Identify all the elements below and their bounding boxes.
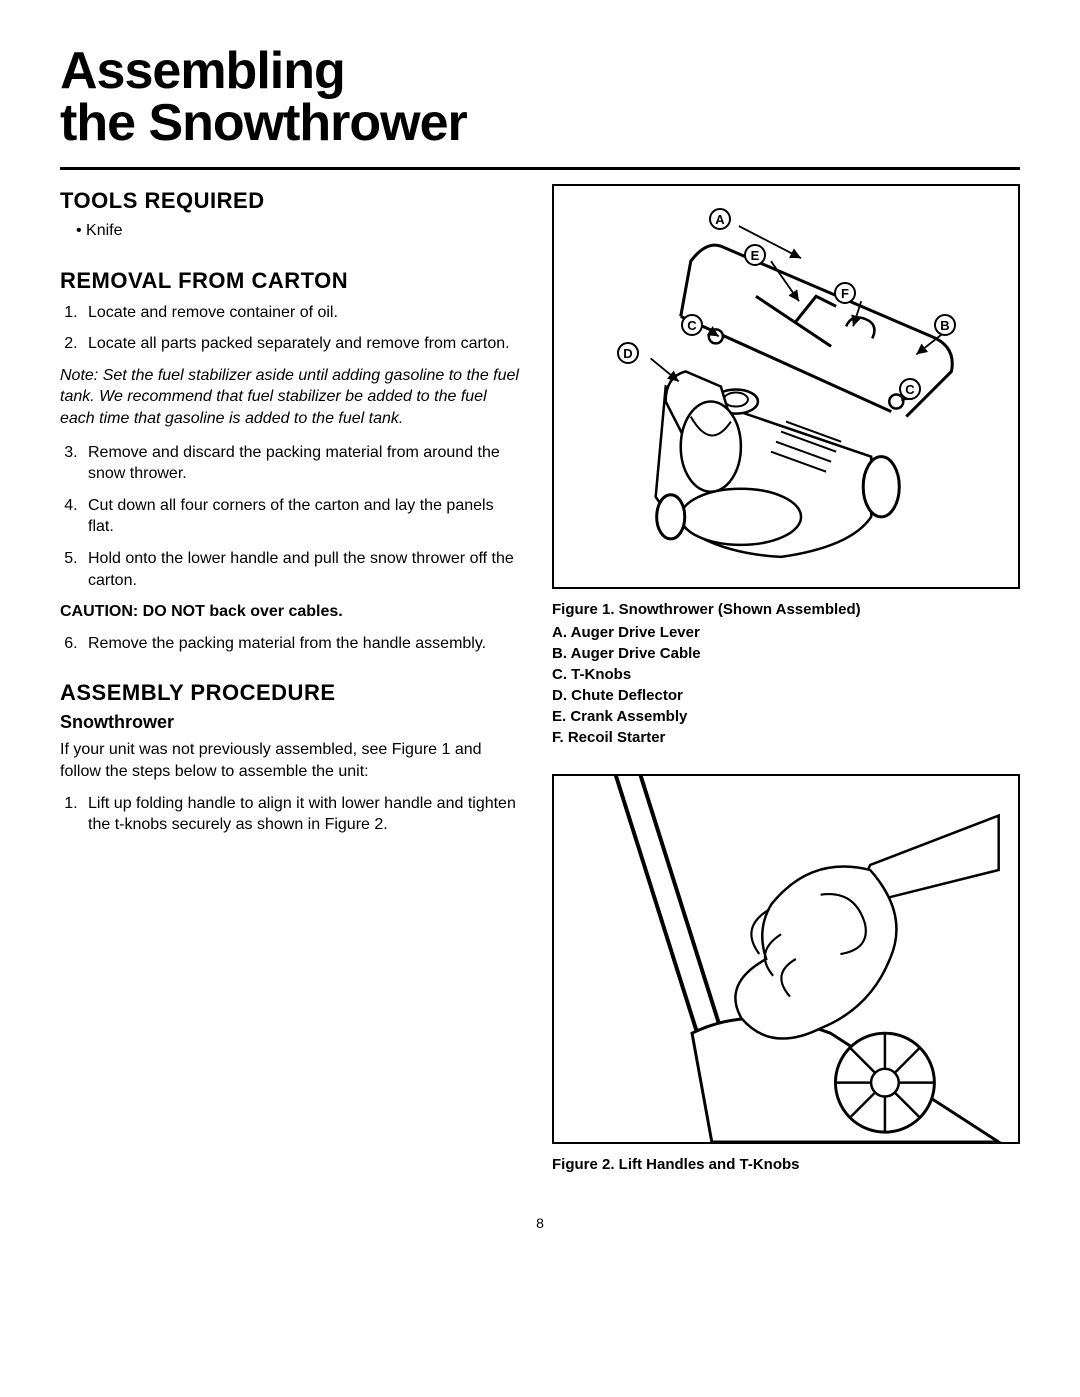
list-item: Locate all parts packed separately and r… (82, 333, 520, 355)
figure-2 (552, 774, 1020, 1144)
figure-1-caption: Figure 1. Snowthrower (Shown Assembled) (552, 599, 1020, 620)
removal-steps-a: Locate and remove container of oil. Loca… (60, 302, 520, 355)
legend-line: E. Crank Assembly (552, 706, 1020, 727)
tools-list: Knife (60, 220, 520, 242)
tools-required-heading: TOOLS REQUIRED (60, 188, 520, 214)
callout-C2: C (899, 378, 921, 400)
list-item: Hold onto the lower handle and pull the … (82, 548, 520, 591)
figure-2-caption-text: Figure 2. Lift Handles and T-Knobs (552, 1154, 1020, 1175)
legend-line: D. Chute Deflector (552, 685, 1020, 706)
assembly-steps: Lift up folding handle to align it with … (60, 793, 520, 836)
removal-steps-b: Remove and discard the packing material … (60, 442, 520, 592)
assembly-subheading: Snowthrower (60, 712, 520, 733)
assembly-heading: ASSEMBLY PROCEDURE (60, 680, 520, 706)
callout-F: F (834, 282, 856, 304)
right-column: A E F B C D C Figure 1. Snowthrower (Sho… (552, 184, 1020, 1175)
list-item: Lift up folding handle to align it with … (82, 793, 520, 836)
legend-line: B. Auger Drive Cable (552, 643, 1020, 664)
legend-line: A. Auger Drive Lever (552, 622, 1020, 643)
callout-E: E (744, 244, 766, 266)
callout-B: B (934, 314, 956, 336)
figure-2-illustration (554, 776, 1018, 1142)
figure-1: A E F B C D C (552, 184, 1020, 589)
removal-steps-c: Remove the packing material from the han… (60, 633, 520, 655)
list-item: Remove and discard the packing material … (82, 442, 520, 485)
figure-2-caption: Figure 2. Lift Handles and T-Knobs (552, 1154, 1020, 1175)
legend-line: C. T-Knobs (552, 664, 1020, 685)
page-title: Assembling the Snowthrower (60, 45, 1020, 149)
removal-caution: CAUTION: DO NOT back over cables. (60, 601, 520, 623)
page-title-line1: Assembling (60, 42, 345, 100)
removal-note: Note: Set the fuel stabilizer aside unti… (60, 365, 520, 430)
callout-A: A (709, 208, 731, 230)
title-rule (60, 167, 1020, 170)
list-item: Cut down all four corners of the carton … (82, 495, 520, 538)
assembly-intro: If your unit was not previously assemble… (60, 739, 520, 782)
callout-C1: C (681, 314, 703, 336)
page-title-line2: the Snowthrower (60, 94, 467, 152)
figure-1-legend: A. Auger Drive Lever B. Auger Drive Cabl… (552, 622, 1020, 748)
left-column: TOOLS REQUIRED Knife REMOVAL FROM CARTON… (60, 184, 520, 1175)
two-column-layout: TOOLS REQUIRED Knife REMOVAL FROM CARTON… (60, 184, 1020, 1175)
legend-line: F. Recoil Starter (552, 727, 1020, 748)
callout-D: D (617, 342, 639, 364)
removal-heading: REMOVAL FROM CARTON (60, 268, 520, 294)
page-number: 8 (60, 1215, 1020, 1231)
tools-list-item: Knife (76, 220, 520, 242)
list-item: Remove the packing material from the han… (82, 633, 520, 655)
figure-1-illustration (554, 186, 1018, 587)
list-item: Locate and remove container of oil. (82, 302, 520, 324)
figure-1-caption-text: Figure 1. Snowthrower (Shown Assembled) (552, 599, 1020, 620)
